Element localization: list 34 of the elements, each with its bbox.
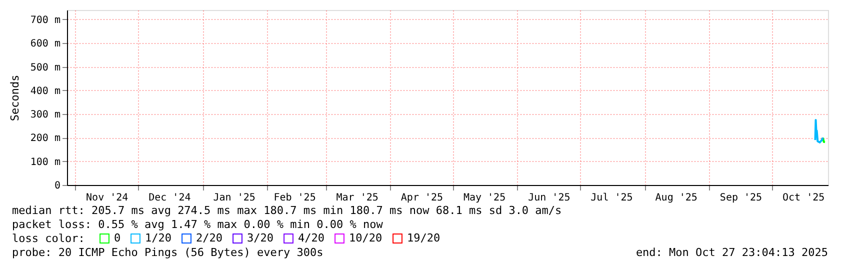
- x-tick-label: Jan '25: [213, 192, 256, 204]
- x-tick-label: Feb '25: [274, 192, 316, 204]
- legend-label: 0: [114, 232, 121, 245]
- y-tick-label: 100 m: [30, 156, 60, 168]
- legend-label: 19/20: [407, 232, 440, 245]
- y-tick-label: 500 m: [30, 62, 60, 74]
- legend-title: loss color:: [12, 232, 85, 245]
- y-tick-label: 400 m: [30, 86, 60, 97]
- legend-label: 4/20: [298, 232, 324, 245]
- legend-label: 1/20: [145, 232, 172, 245]
- text: probe: 20 ICMP Echo Pings (56 Bytes) every 300s: [12, 246, 324, 259]
- x-tick-label: Jul '25: [590, 192, 633, 204]
- text: median rtt: 205.7 ms avg 274.5 ms max 180.7 ms min 180.7 ms now 68.1 ms sd 3.0 am/s: [12, 204, 562, 217]
- x-tick-label: Sep '25: [720, 192, 762, 204]
- legend-label: 2/20: [196, 232, 222, 245]
- line-series: [814, 118, 824, 144]
- x-tick-label: Oct '25: [782, 192, 825, 204]
- x-tick-label: Dec '24: [148, 192, 191, 204]
- x-tick-label: Jun '25: [528, 192, 570, 204]
- x-tick-label: Apr '25: [400, 192, 444, 204]
- x-tick-label: Nov '24: [86, 192, 128, 204]
- legend-label: 3/20: [247, 232, 274, 245]
- y-tick-label: 0: [54, 180, 60, 192]
- y-tick-label: 200 m: [30, 133, 60, 144]
- x-tick-label: Aug '25: [655, 192, 698, 204]
- x-tick-label: May '25: [463, 192, 506, 204]
- text: packet loss: 0.55 % avg 1.47 % max 0.00 % min 0.00 % now: [12, 218, 384, 231]
- legend-label: 10/20: [349, 232, 382, 245]
- y-tick-label: 600 m: [30, 38, 60, 50]
- y-tick-label: 300 m: [30, 110, 60, 121]
- y-tick-label: 700 m: [30, 14, 60, 26]
- text: end: Mon Oct 27 23:04:13 2025: [636, 246, 828, 259]
- x-tick-label: Mar '25: [336, 192, 378, 204]
- y-axis-title: Seconds: [8, 74, 22, 122]
